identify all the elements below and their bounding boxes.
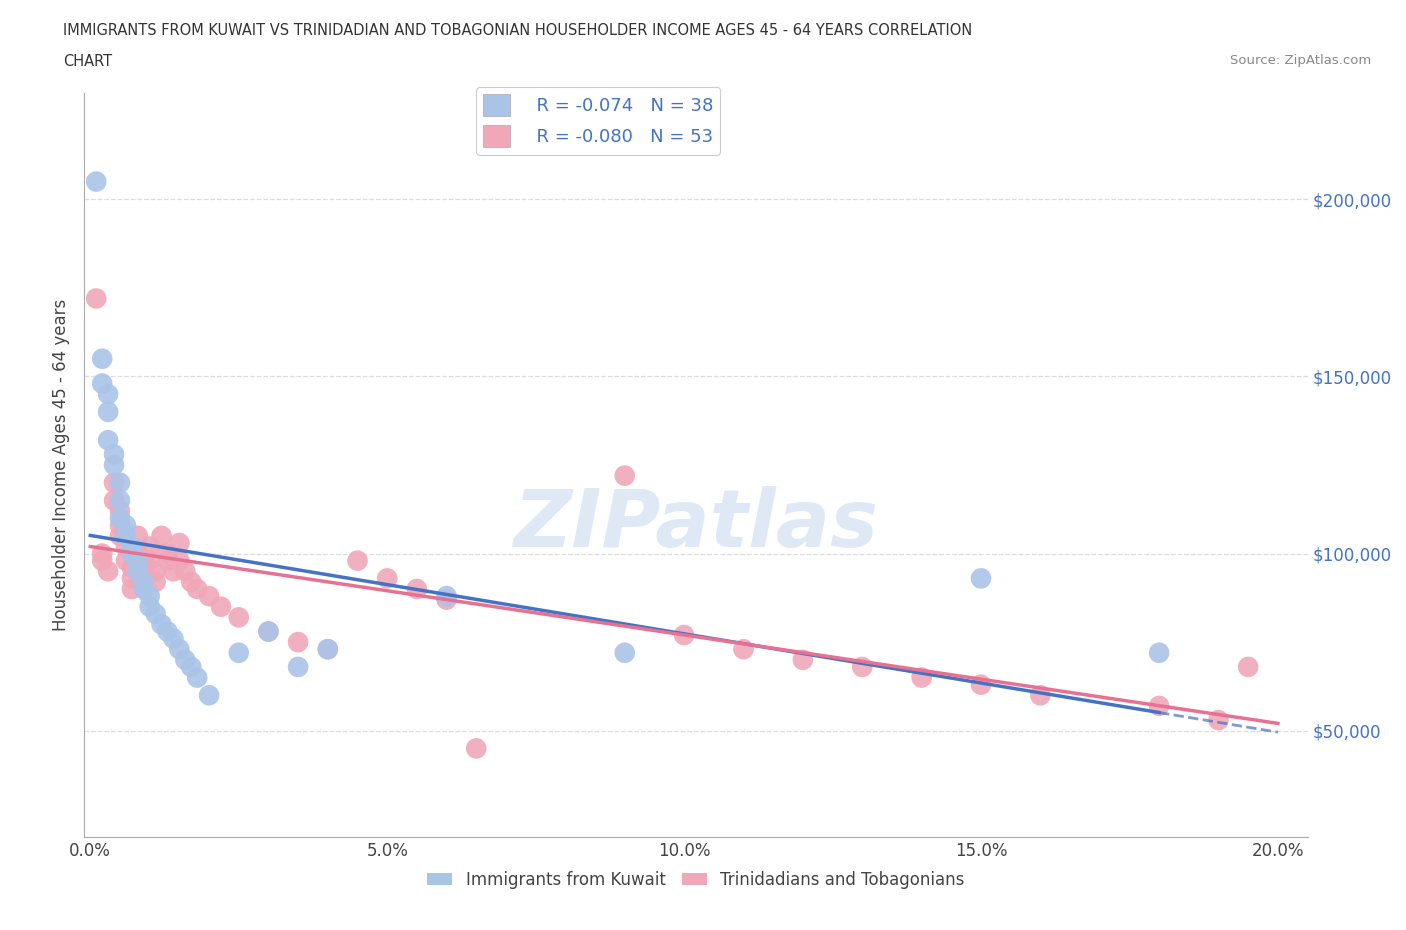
Point: [91, 546, 114, 561]
Text: ZIPatlas: ZIPatlas: [513, 485, 879, 564]
Point: [108, 518, 131, 533]
Point: [108, 511, 131, 525]
Point: [121, 560, 143, 575]
Point: [97, 387, 120, 402]
Legend: Immigrants from Kuwait, Trinidadians and Tobagonians: Immigrants from Kuwait, Trinidadians and…: [420, 864, 972, 896]
Point: [127, 564, 149, 578]
Point: [174, 564, 197, 578]
Point: [84, 291, 107, 306]
Point: [121, 581, 143, 596]
Point: [108, 504, 131, 519]
Text: IMMIGRANTS FROM KUWAIT VS TRINIDADIAN AND TOBAGONIAN HOUSEHOLDER INCOME AGES 45 : IMMIGRANTS FROM KUWAIT VS TRINIDADIAN AN…: [63, 23, 973, 38]
Point: [162, 631, 184, 646]
Point: [138, 539, 160, 554]
Point: [1237, 659, 1260, 674]
Point: [1029, 688, 1052, 703]
Point: [91, 352, 114, 366]
Point: [970, 677, 993, 692]
Point: [145, 575, 167, 590]
Text: Source: ZipAtlas.com: Source: ZipAtlas.com: [1230, 54, 1371, 67]
Point: [145, 564, 167, 578]
Point: [127, 546, 149, 561]
Point: [733, 642, 755, 657]
Point: [115, 518, 138, 533]
Point: [209, 599, 232, 614]
Point: [97, 564, 120, 578]
Point: [186, 671, 208, 685]
Point: [198, 589, 221, 604]
Point: [436, 592, 458, 607]
Point: [115, 553, 138, 568]
Point: [156, 624, 179, 639]
Point: [970, 571, 993, 586]
Point: [316, 642, 339, 657]
Point: [162, 564, 184, 578]
Point: [673, 628, 696, 643]
Point: [198, 688, 221, 703]
Point: [465, 741, 488, 756]
Point: [103, 493, 125, 508]
Point: [103, 458, 125, 472]
Point: [121, 571, 143, 586]
Point: [127, 553, 149, 568]
Point: [103, 475, 125, 490]
Point: [132, 564, 155, 578]
Point: [150, 528, 173, 543]
Point: [257, 624, 280, 639]
Point: [108, 528, 131, 543]
Point: [115, 528, 138, 543]
Point: [150, 617, 173, 631]
Point: [174, 653, 197, 668]
Point: [108, 475, 131, 490]
Point: [186, 581, 208, 596]
Point: [91, 553, 114, 568]
Point: [1208, 712, 1230, 727]
Point: [406, 581, 429, 596]
Point: [1147, 645, 1170, 660]
Point: [132, 581, 155, 596]
Point: [127, 528, 149, 543]
Point: [346, 553, 368, 568]
Point: [121, 539, 143, 554]
Point: [156, 553, 179, 568]
Point: [156, 546, 179, 561]
Point: [228, 610, 250, 625]
Point: [910, 671, 932, 685]
Point: [613, 468, 636, 483]
Point: [169, 536, 191, 551]
Point: [138, 553, 160, 568]
Point: [108, 493, 131, 508]
Point: [97, 432, 120, 447]
Point: [375, 571, 398, 586]
Point: [287, 634, 309, 649]
Point: [138, 589, 160, 604]
Text: CHART: CHART: [63, 54, 112, 69]
Point: [613, 645, 636, 660]
Point: [115, 539, 138, 554]
Point: [436, 589, 458, 604]
Point: [1147, 698, 1170, 713]
Point: [180, 659, 202, 674]
Point: [316, 642, 339, 657]
Point: [180, 575, 202, 590]
Y-axis label: Householder Income Ages 45 - 64 years: Householder Income Ages 45 - 64 years: [52, 299, 70, 631]
Point: [257, 624, 280, 639]
Point: [287, 659, 309, 674]
Point: [228, 645, 250, 660]
Point: [169, 642, 191, 657]
Point: [145, 606, 167, 621]
Point: [132, 575, 155, 590]
Point: [97, 405, 120, 419]
Point: [84, 174, 107, 189]
Point: [103, 447, 125, 462]
Point: [792, 653, 814, 668]
Point: [169, 553, 191, 568]
Point: [121, 546, 143, 561]
Point: [91, 376, 114, 391]
Point: [851, 659, 873, 674]
Point: [132, 553, 155, 568]
Point: [138, 599, 160, 614]
